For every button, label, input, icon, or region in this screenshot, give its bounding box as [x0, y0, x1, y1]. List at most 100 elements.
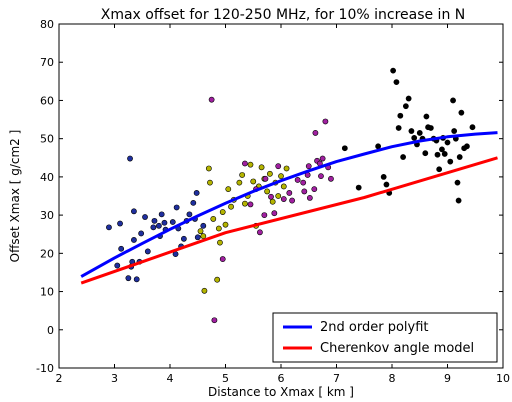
scatter-point [144, 248, 151, 255]
scatter-point [266, 170, 273, 177]
scatter-point [400, 154, 406, 160]
scatter-point [375, 143, 382, 150]
scatter-point [454, 179, 461, 186]
scatter-point [200, 233, 207, 240]
scatter-point [215, 225, 222, 232]
scatter-point [242, 200, 248, 207]
y-tick-label: 60 [40, 94, 54, 107]
scatter-point [434, 151, 441, 158]
chart-title: Xmax offset for 120-250 MHz, for 10% inc… [101, 7, 466, 23]
scatter-point [169, 219, 176, 225]
scatter-point [416, 130, 423, 136]
scatter-point [271, 210, 278, 217]
scatter-point [280, 183, 287, 190]
scatter-point [447, 158, 454, 165]
x-tick-label: 2 [56, 372, 63, 385]
scatter-point [250, 178, 257, 185]
polyfit-line [80, 131, 498, 278]
legend-label-polyfit: 2nd order polyfit [320, 320, 429, 335]
scatter-point [423, 113, 430, 120]
scatter-point [319, 155, 326, 162]
scatter-point [383, 181, 390, 188]
scatter-point [193, 190, 200, 196]
scatter-point [127, 155, 133, 162]
scatter-point [450, 97, 456, 104]
scatter-point [261, 212, 268, 219]
scatter-point [436, 166, 443, 173]
x-tick-label: 10 [496, 372, 510, 385]
scatter-point [469, 124, 476, 131]
scatter-point [125, 275, 132, 282]
scatter-point [300, 179, 307, 186]
scatter-point [422, 150, 429, 157]
scatter-point [464, 143, 470, 150]
scatter-point [205, 165, 212, 172]
scatter-point [257, 229, 263, 236]
scatter-point [380, 173, 387, 180]
scatter-point [405, 95, 412, 102]
scatter-point [456, 154, 463, 160]
scatter-point [301, 188, 308, 195]
scatter-point [228, 203, 234, 210]
scatter-point [225, 186, 232, 193]
x-tick-label: 9 [444, 372, 451, 385]
scatter-point [355, 184, 362, 191]
scatter-point [390, 67, 397, 74]
scatter-point [131, 208, 137, 215]
scatter-point [217, 239, 223, 246]
scatter-point [142, 214, 148, 220]
y-tick-label: -10 [36, 362, 54, 375]
scatter-point [408, 128, 415, 134]
x-tick-label: 7 [333, 372, 340, 385]
scatter-point [118, 245, 125, 252]
scatter-point [190, 199, 197, 206]
scatter-point [194, 234, 201, 241]
scatter-point [208, 96, 215, 103]
y-tick-label: 0 [47, 324, 54, 337]
plot-area [80, 67, 498, 324]
scatter-point [197, 228, 204, 235]
y-tick-label: 40 [40, 171, 54, 184]
scatter-point [427, 125, 434, 131]
scatter-point [318, 173, 324, 180]
y-tick-label: 70 [40, 56, 54, 69]
scatter-point [402, 103, 409, 110]
scatter-point [289, 197, 295, 204]
scatter-point [207, 179, 213, 186]
scatter-point [258, 164, 265, 171]
scatter-point [200, 222, 207, 229]
scatter-point [180, 235, 187, 242]
y-tick-label: 20 [40, 247, 54, 260]
scatter-point [161, 219, 168, 226]
legend: 2nd order polyfit Cherenkov angle model [272, 312, 498, 363]
scatter-point [268, 193, 274, 200]
scatter-point [247, 201, 254, 208]
scatter-point [138, 230, 145, 237]
scatter-point [155, 222, 162, 229]
scatter-point [214, 276, 221, 283]
scatter-point [219, 256, 226, 262]
y-axis-label: Offset Xmax [ g/cm2 ] [8, 130, 22, 263]
scatter-point [269, 198, 276, 205]
scatter-point [242, 160, 248, 167]
x-tick-label: 5 [222, 372, 229, 385]
scatter-point [131, 237, 137, 243]
x-axis-label: Distance to Xmax [ km ] [208, 385, 354, 399]
scatter-point [201, 287, 208, 294]
scatter-point [151, 217, 158, 224]
scatter-point [264, 188, 271, 195]
scatter-point [280, 196, 287, 202]
scatter-point [186, 211, 193, 218]
scatter-point [306, 195, 313, 201]
scatter-point [236, 179, 243, 186]
scatter-point [211, 317, 218, 324]
scatter-point [278, 173, 284, 180]
scatter-point [247, 161, 254, 168]
scatter-point [114, 262, 121, 269]
legend-box [272, 312, 498, 363]
scatter-point [158, 211, 165, 218]
scatter-point [133, 276, 140, 283]
legend-label-cherenkov: Cherenkov angle model [320, 341, 474, 356]
scatter-point [411, 135, 418, 141]
